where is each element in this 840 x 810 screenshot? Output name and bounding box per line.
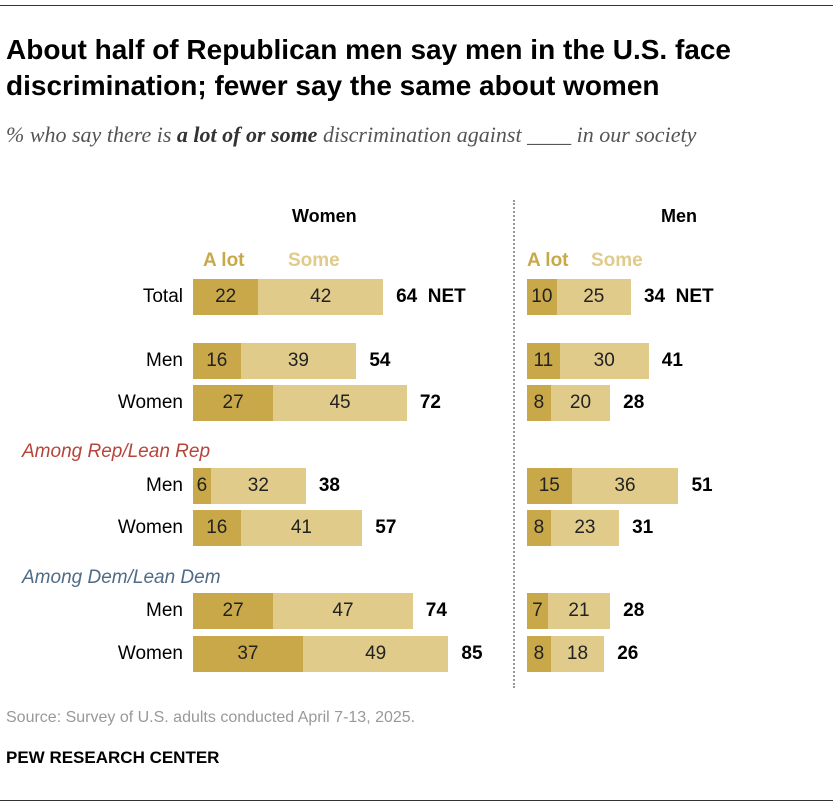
net-value: 51 bbox=[691, 475, 713, 496]
net-value: 34 NET bbox=[643, 286, 714, 307]
bar-a-lot: 15 bbox=[527, 468, 572, 504]
group-label-rep: Among Rep/Lean Rep bbox=[22, 441, 211, 462]
bar-some: 45 bbox=[273, 385, 407, 421]
chart-subtitle: % who say there is a lot of or some disc… bbox=[6, 119, 806, 151]
bar-a-lot: 8 bbox=[527, 385, 551, 421]
bar-some: 47 bbox=[273, 593, 413, 629]
bar-a-lot: 22 bbox=[193, 279, 259, 315]
net-value: 28 bbox=[623, 600, 645, 621]
bar-a-lot: 10 bbox=[527, 279, 557, 315]
row-label: Men bbox=[146, 475, 183, 496]
bar-some: 30 bbox=[559, 343, 649, 379]
bottom-rule bbox=[0, 800, 833, 801]
net-value: 57 bbox=[375, 517, 397, 538]
row-label: Men bbox=[146, 350, 183, 371]
net-value: 72 bbox=[419, 392, 441, 413]
net-value: 85 bbox=[461, 643, 483, 664]
row-label: Women bbox=[117, 392, 183, 413]
bar-a-lot: 8 bbox=[527, 510, 551, 546]
bar-some: 23 bbox=[550, 510, 620, 546]
top-rule bbox=[0, 5, 833, 6]
legend-some-men: Some bbox=[591, 250, 643, 271]
bar-some: 41 bbox=[240, 510, 363, 546]
bar-a-lot: 16 bbox=[193, 510, 241, 546]
net-value: 38 bbox=[318, 475, 340, 496]
net-value: 31 bbox=[632, 517, 654, 538]
panel-title-men: Men bbox=[661, 206, 697, 226]
bar-some: 21 bbox=[547, 593, 611, 629]
legend-some-women: Some bbox=[288, 250, 340, 271]
legend-a-lot-men: A lot bbox=[527, 250, 569, 271]
row-label: Women bbox=[117, 517, 183, 538]
bar-a-lot: 37 bbox=[193, 636, 303, 672]
subtitle-post: discrimination against ____ in our socie… bbox=[317, 122, 697, 147]
net-value: 64 NET bbox=[396, 286, 466, 307]
bar-a-lot: 11 bbox=[527, 343, 560, 379]
group-label-dem: Among Dem/Lean Dem bbox=[22, 567, 221, 588]
bar-some: 32 bbox=[210, 468, 306, 504]
bar-a-lot: 8 bbox=[527, 636, 551, 672]
chart-title: About half of Republican men say men in … bbox=[6, 34, 732, 101]
bar-some: 25 bbox=[556, 279, 631, 315]
brand-logo: PEW RESEARCH CENTER bbox=[6, 748, 220, 767]
net-value: 74 bbox=[425, 600, 447, 621]
net-value: 41 bbox=[661, 350, 683, 371]
bar-a-lot: 27 bbox=[193, 385, 274, 421]
bar-some: 42 bbox=[258, 279, 384, 315]
bar-a-lot: 16 bbox=[193, 343, 241, 379]
bar-some: 18 bbox=[550, 636, 605, 672]
bar-a-lot: 6 bbox=[193, 468, 211, 504]
subtitle-bold: a lot of or some bbox=[176, 122, 318, 147]
net-value: 54 bbox=[369, 350, 391, 371]
bar-some: 36 bbox=[571, 468, 679, 504]
net-value: 28 bbox=[623, 392, 645, 413]
source-note: Source: Survey of U.S. adults conducted … bbox=[6, 709, 416, 726]
row-label: Total bbox=[142, 286, 183, 307]
bar-a-lot: 27 bbox=[193, 593, 274, 629]
legend-a-lot-women: A lot bbox=[203, 250, 245, 271]
bar-some: 20 bbox=[550, 385, 611, 421]
panel-divider bbox=[513, 200, 515, 688]
row-label: Men bbox=[146, 600, 183, 621]
row-label: Women bbox=[117, 643, 183, 664]
subtitle-pre: % who say there is bbox=[6, 122, 177, 147]
bar-some: 49 bbox=[302, 636, 449, 672]
bar-a-lot: 7 bbox=[527, 593, 548, 629]
panel-title-women: Women bbox=[292, 206, 357, 226]
net-value: 26 bbox=[617, 643, 639, 664]
bar-some: 39 bbox=[240, 343, 357, 379]
